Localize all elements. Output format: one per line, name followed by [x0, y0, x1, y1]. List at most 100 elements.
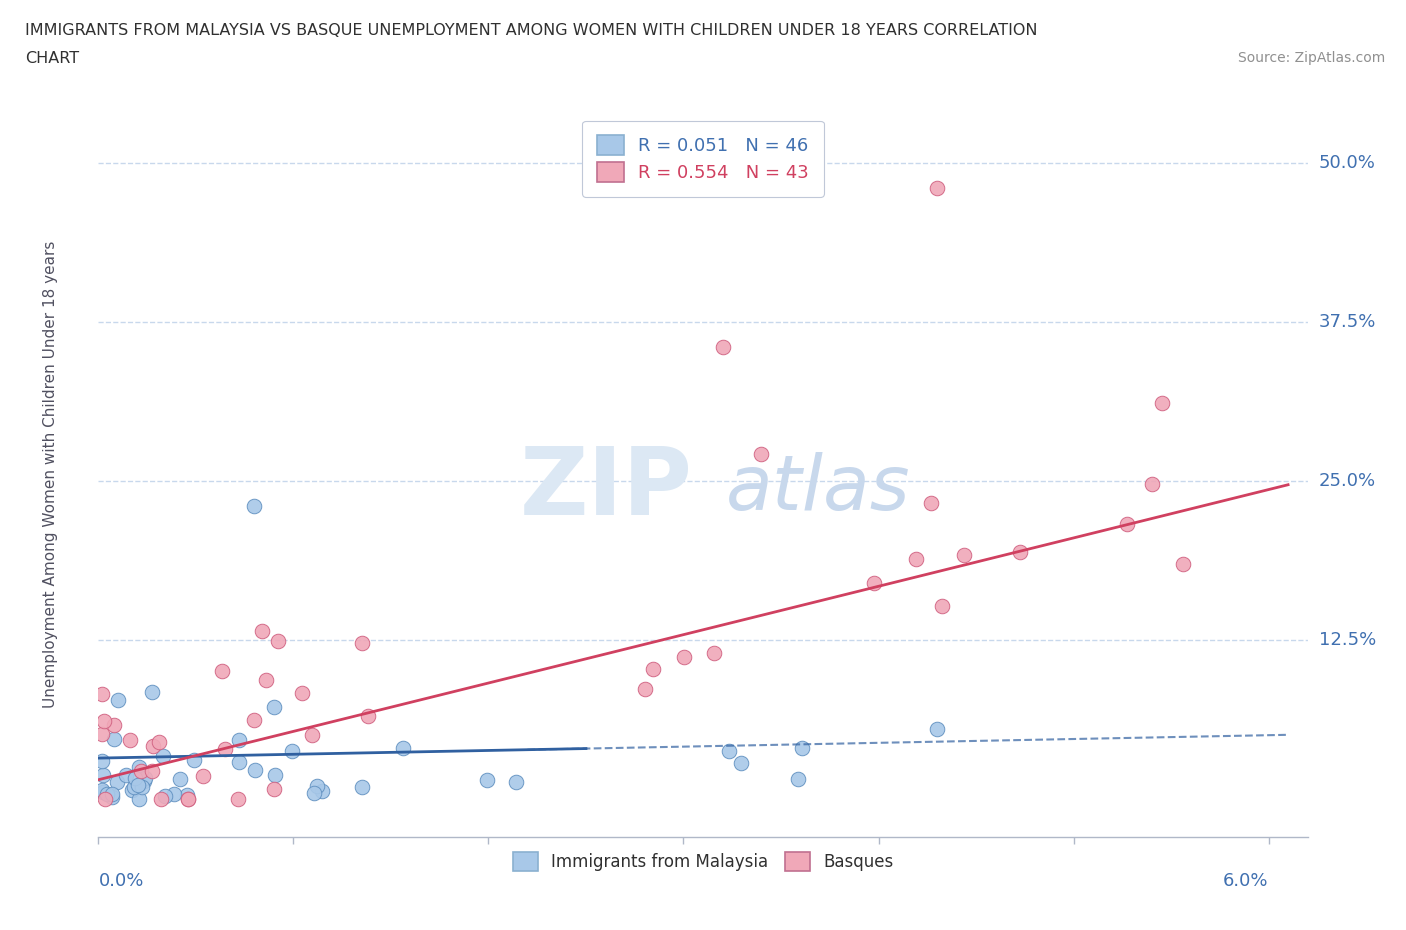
Point [1152, 395, 1174, 410]
Point [243, 763, 266, 777]
Point [643, 661, 665, 676]
Point [264, 768, 287, 783]
Point [169, 772, 191, 787]
Legend: Immigrants from Malaysia, Basques: Immigrants from Malaysia, Basques [505, 844, 901, 880]
Point [711, 339, 734, 354]
Point [177, 791, 200, 806]
Point [150, 791, 173, 806]
Point [141, 684, 163, 699]
Point [863, 576, 886, 591]
Point [91, 783, 114, 798]
Point [131, 764, 153, 778]
Point [226, 791, 249, 806]
Point [730, 756, 752, 771]
Point [301, 727, 323, 742]
Point [128, 760, 150, 775]
Point [905, 551, 928, 566]
Point [121, 782, 143, 797]
Point [311, 784, 333, 799]
Point [925, 180, 948, 195]
Point [214, 742, 236, 757]
Point [302, 786, 325, 801]
Text: Unemployment Among Women with Children Under 18 years: Unemployment Among Women with Children U… [42, 241, 58, 708]
Point [148, 734, 170, 749]
Point [1116, 516, 1139, 531]
Point [267, 633, 290, 648]
Point [103, 731, 125, 746]
Point [505, 775, 527, 790]
Point [94, 791, 117, 806]
Point [107, 692, 129, 707]
Text: atlas: atlas [725, 452, 910, 525]
Point [93, 714, 115, 729]
Point [103, 718, 125, 733]
Text: 0.0%: 0.0% [98, 871, 143, 890]
Point [931, 599, 953, 614]
Point [177, 791, 200, 806]
Point [118, 733, 141, 748]
Point [357, 709, 380, 724]
Point [350, 780, 373, 795]
Point [475, 773, 498, 788]
Point [131, 779, 153, 794]
Text: 37.5%: 37.5% [1319, 312, 1376, 330]
Point [250, 624, 273, 639]
Point [703, 646, 725, 661]
Point [263, 699, 285, 714]
Text: 6.0%: 6.0% [1223, 871, 1268, 890]
Point [1140, 477, 1163, 492]
Point [211, 663, 233, 678]
Text: IMMIGRANTS FROM MALAYSIA VS BASQUE UNEMPLOYMENT AMONG WOMEN WITH CHILDREN UNDER : IMMIGRANTS FROM MALAYSIA VS BASQUE UNEMP… [25, 23, 1038, 38]
Point [183, 752, 205, 767]
Text: 12.5%: 12.5% [1319, 631, 1376, 649]
Point [162, 786, 184, 801]
Point [91, 768, 114, 783]
Point [291, 685, 314, 700]
Point [749, 446, 772, 461]
Point [263, 781, 285, 796]
Point [228, 755, 250, 770]
Point [228, 733, 250, 748]
Point [254, 672, 277, 687]
Point [634, 682, 657, 697]
Point [672, 650, 695, 665]
Point [786, 772, 808, 787]
Point [101, 790, 124, 804]
Point [124, 770, 146, 785]
Point [132, 774, 155, 789]
Point [193, 768, 215, 783]
Point [280, 744, 302, 759]
Point [122, 779, 145, 794]
Point [115, 768, 138, 783]
Text: Source: ZipAtlas.com: Source: ZipAtlas.com [1237, 51, 1385, 65]
Point [91, 726, 114, 741]
Text: 25.0%: 25.0% [1319, 472, 1376, 490]
Point [1171, 557, 1194, 572]
Point [127, 778, 149, 793]
Point [152, 749, 174, 764]
Text: CHART: CHART [25, 51, 79, 66]
Text: 50.0%: 50.0% [1319, 153, 1375, 171]
Point [91, 687, 114, 702]
Point [91, 785, 114, 800]
Point [96, 787, 118, 802]
Point [153, 789, 176, 804]
Point [953, 548, 976, 563]
Point [1010, 544, 1032, 559]
Point [391, 740, 413, 755]
Text: ZIP: ZIP [520, 443, 693, 535]
Point [718, 743, 741, 758]
Point [305, 779, 328, 794]
Point [790, 740, 813, 755]
Point [176, 788, 198, 803]
Point [91, 753, 114, 768]
Point [243, 712, 266, 727]
Point [352, 636, 374, 651]
Point [920, 496, 942, 511]
Point [128, 791, 150, 806]
Point [927, 722, 949, 737]
Point [101, 787, 124, 802]
Point [134, 771, 156, 786]
Point [141, 764, 163, 778]
Point [243, 498, 266, 513]
